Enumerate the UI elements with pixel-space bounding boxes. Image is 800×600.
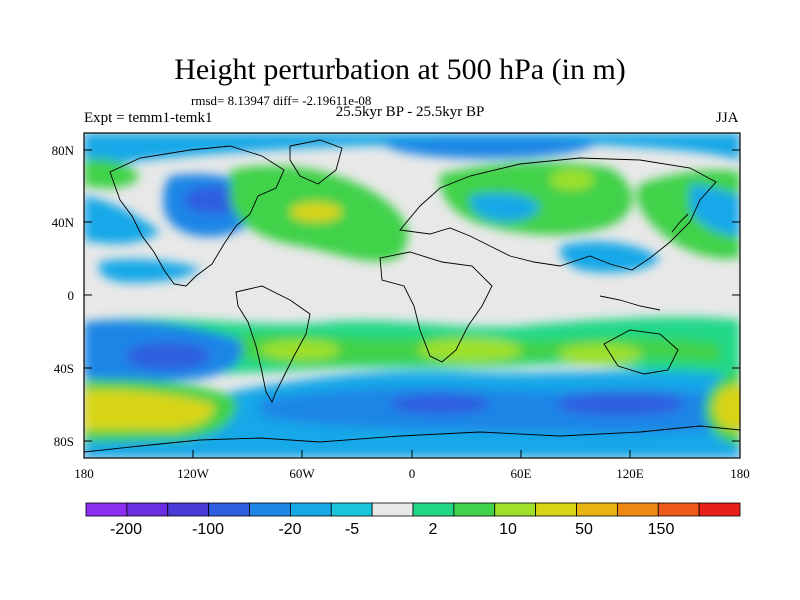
contour-field [84, 133, 740, 458]
longitude-axis [83, 450, 741, 458]
experiment-label: Expt = temm1-temk1 [84, 110, 213, 126]
lon-tick-label: 60E [511, 466, 532, 481]
colorbar-label: -5 [345, 521, 359, 538]
lat-tick-label: 0 [68, 288, 75, 303]
rmsd-stats: rmsd= 8.13947 diff= -2.19611e-08 [191, 93, 372, 108]
southern-positive-yellow [260, 340, 340, 360]
colorbar-label: 150 [648, 521, 675, 538]
north-atlantic-negative-core [184, 186, 244, 214]
coastline-antarctica [84, 425, 740, 453]
coastline-greenland [289, 139, 343, 185]
colorbar-swatch [249, 502, 291, 517]
north-pacific-positive-west [84, 158, 140, 189]
colorbar-label: 2 [429, 521, 438, 538]
asia-negative [559, 241, 660, 273]
east-pacific-negative [98, 259, 200, 283]
lat-tick-label: 80N [52, 143, 75, 158]
south-pacific-negative-core [126, 342, 210, 370]
colorbar-label: -100 [192, 521, 224, 538]
lat-tick-label: 40S [54, 361, 74, 376]
latitude-axis [84, 149, 740, 442]
colorbar-swatch [494, 502, 537, 517]
coastline-north-america [109, 145, 285, 287]
lon-tick-label: 60W [289, 466, 315, 481]
southern-positive-yellow [418, 338, 522, 362]
colorbar-label: 50 [575, 521, 593, 538]
lon-tick-label: 180 [730, 466, 750, 481]
period-label: 25.5kyr BP - 25.5kyr BP [335, 104, 485, 120]
colorbar-swatch [657, 502, 700, 517]
lon-tick-label: 180 [74, 466, 94, 481]
southern-positive-yellow [558, 344, 642, 364]
colorbar-label: 10 [499, 521, 517, 538]
arctic-negative-core [380, 137, 600, 159]
colorbar-swatch [576, 502, 618, 517]
lat-tick-label: 80S [54, 434, 74, 449]
colorbar-swatch [371, 502, 414, 517]
coastline-eurasia [399, 157, 717, 271]
north-positive-russia-core [550, 170, 594, 190]
colorbar-swatch [330, 502, 373, 517]
positive-right-edge-core [714, 386, 740, 430]
coastline-south-america [235, 285, 311, 404]
coastline-indonesia [599, 295, 661, 311]
north-positive-max [290, 202, 342, 222]
lon-tick-label: 120W [177, 466, 210, 481]
colorbar-swatch [126, 502, 169, 517]
lon-tick-label: 120E [616, 466, 644, 481]
coastline-australia [603, 329, 679, 375]
colorbar-swatch [208, 502, 250, 517]
coastline-japan [671, 213, 689, 233]
north-negative-westband [84, 196, 160, 244]
colorbar-swatch [535, 502, 577, 517]
southern-negative-core [390, 394, 490, 414]
colorbar [85, 502, 741, 517]
south-pacific-positive-inner [84, 389, 215, 430]
colorbar-swatch [85, 502, 128, 517]
figure-title: Height perturbation at 500 hPa (in m) [174, 53, 626, 86]
colorbar-labels: -200 -100 -20 -5 2 10 50 150 [110, 521, 674, 538]
central-asia-negative [469, 193, 540, 222]
colorbar-swatch [412, 502, 455, 517]
colorbar-swatch [616, 502, 659, 517]
colorbar-swatch [698, 502, 741, 517]
coastlines [84, 139, 740, 453]
colorbar-swatch [167, 502, 210, 517]
colorbar-swatch [289, 502, 332, 517]
lon-tick-label: 0 [409, 466, 416, 481]
coastline-africa [379, 251, 493, 363]
colorbar-label: -200 [110, 521, 142, 538]
colorbar-swatch [453, 502, 496, 517]
southern-negative-core [556, 392, 684, 416]
season-label: JJA [716, 110, 739, 126]
colorbar-label: -20 [278, 521, 301, 538]
lat-tick-label: 40N [52, 215, 75, 230]
